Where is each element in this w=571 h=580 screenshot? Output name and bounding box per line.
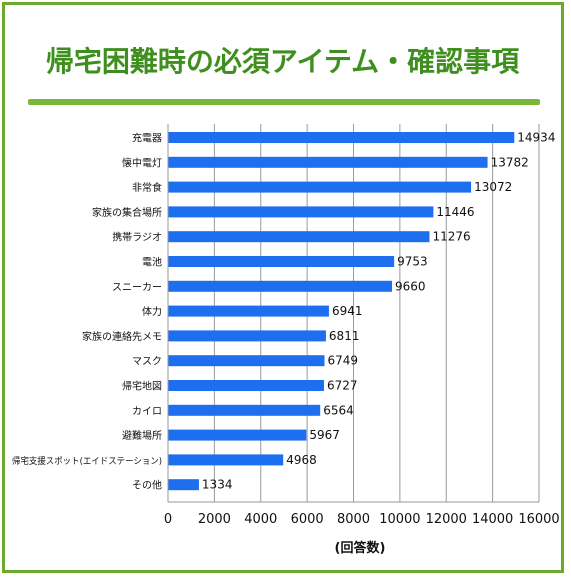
x-tick-label: 12000 xyxy=(426,512,467,527)
bar xyxy=(168,256,395,267)
value-label: 6564 xyxy=(323,403,354,417)
category-label: その他 xyxy=(132,479,162,492)
category-label: 家族の連絡先メモ xyxy=(82,330,162,343)
category-label: マスク xyxy=(132,356,162,368)
chart-title: 帰宅困難時の必須アイテム・確認事項 xyxy=(45,45,520,78)
bar xyxy=(168,479,199,491)
bar xyxy=(168,404,321,416)
category-label: 懐中電灯 xyxy=(122,156,162,169)
value-label: 6811 xyxy=(329,329,360,343)
x-tick-label: 14000 xyxy=(472,512,513,527)
value-label: 5967 xyxy=(309,428,340,442)
category-label: 非常食 xyxy=(132,181,162,194)
category-label: 充電器 xyxy=(132,132,162,145)
bar xyxy=(168,380,324,391)
value-label: 9753 xyxy=(397,255,428,269)
labels: 充電器 14934 懐中電灯 13782 非常食 13072 家族の集合場所 11446 携帯ラ… xyxy=(12,131,555,492)
bars xyxy=(168,132,515,491)
value-label: 6749 xyxy=(327,354,358,368)
value-label: 11276 xyxy=(432,230,470,244)
category-label: 帰宅支援スポット(エイドステーション) xyxy=(12,455,162,467)
category-label: 帰宅地図 xyxy=(122,380,162,393)
x-tick-label: 2000 xyxy=(198,512,231,527)
value-label: 6941 xyxy=(332,304,363,318)
value-label: 6727 xyxy=(327,379,358,393)
bar xyxy=(168,429,307,441)
x-tick-label: 8000 xyxy=(337,512,370,527)
value-label: 13782 xyxy=(491,155,529,169)
value-label: 1334 xyxy=(202,478,233,492)
value-label: 13072 xyxy=(474,180,512,194)
category-label: 体力 xyxy=(142,305,162,318)
bar xyxy=(168,231,430,243)
x-tick-label: 10000 xyxy=(379,512,420,527)
value-label: 11446 xyxy=(436,205,474,219)
x-axis-title: (回答数) xyxy=(335,540,386,556)
value-label: 9660 xyxy=(395,279,426,293)
bar xyxy=(168,305,329,317)
category-label: 電池 xyxy=(142,256,162,269)
bar xyxy=(168,206,434,218)
title-underline xyxy=(28,99,540,105)
category-label: 家族の集合場所 xyxy=(92,206,162,219)
x-tick-label: 6000 xyxy=(291,512,324,527)
category-label: スニーカー xyxy=(112,281,162,293)
category-label: 携帯ラジオ xyxy=(112,231,162,244)
x-tick-label: 16000 xyxy=(518,512,559,527)
bar xyxy=(168,454,284,466)
x-axis: 0 2000 4000 6000 8000 10000 12000 14000 16000 (回答… xyxy=(164,124,560,556)
bar xyxy=(168,181,472,193)
bar xyxy=(168,330,326,342)
bar xyxy=(168,280,392,292)
x-tick-label: 0 xyxy=(164,512,172,527)
bar xyxy=(168,156,488,168)
bar xyxy=(168,132,515,143)
value-label: 14934 xyxy=(517,131,555,145)
category-label: カイロ xyxy=(132,405,162,417)
category-label: 避難場所 xyxy=(122,429,162,442)
value-label: 4968 xyxy=(286,453,317,467)
bar xyxy=(168,355,325,367)
x-tick-label: 4000 xyxy=(244,512,277,527)
